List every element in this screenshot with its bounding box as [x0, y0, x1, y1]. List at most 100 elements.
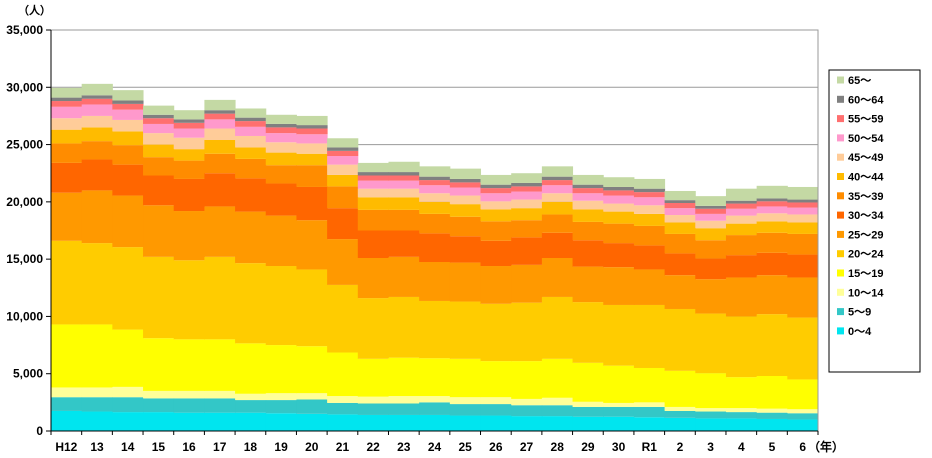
bar-segment [173, 119, 205, 123]
bar-segment [725, 208, 758, 216]
bar-segment [296, 269, 328, 347]
bar-segment [388, 296, 420, 358]
bar-segment [725, 255, 758, 278]
bar-segment [51, 97, 83, 102]
bar-segment [541, 176, 574, 181]
bar-segment [143, 157, 175, 176]
bar-segment [633, 402, 666, 407]
bar-segment [388, 180, 420, 189]
bar-segment [204, 139, 236, 154]
bar-segment [81, 190, 113, 244]
bar-segment [112, 329, 144, 387]
bar-segment [296, 399, 328, 414]
bar-segment [81, 324, 113, 388]
bar-segment [603, 186, 635, 191]
bar-segment [173, 160, 205, 179]
bar-segment [572, 302, 604, 363]
bar-segment [51, 162, 83, 193]
x-unit-label: （年） [808, 439, 844, 454]
x-tick-label: 21 [336, 440, 350, 454]
bar-segment [204, 173, 236, 207]
bar-segment [664, 410, 696, 418]
bar-segment [572, 240, 604, 267]
legend-label: 65～ [848, 75, 871, 87]
bar-segment [787, 186, 819, 200]
bar-segment [235, 135, 267, 148]
bar-segment [511, 237, 543, 265]
bar-segment [296, 220, 328, 270]
bar-segment [449, 404, 482, 416]
bar-segment [633, 417, 666, 431]
bar-segment [572, 401, 604, 407]
bar-segment [143, 114, 175, 119]
bar-segment [633, 304, 666, 368]
bar-segment [81, 95, 113, 99]
x-tick-label: H12 [55, 440, 77, 454]
bar-segment [51, 143, 83, 163]
bar-segment [143, 390, 175, 399]
bar-segment [265, 400, 297, 414]
legend-label: 35～39 [848, 191, 883, 203]
bar-segment [204, 398, 236, 413]
bar-segment [511, 264, 543, 303]
bar-segment [756, 376, 788, 409]
bar-segment [664, 308, 696, 371]
bar-segment [725, 412, 758, 419]
bar-segment [756, 198, 788, 202]
bar-segment [756, 418, 788, 431]
bar-segment [787, 222, 819, 234]
bar-segment [81, 411, 113, 431]
bar-segment [143, 105, 175, 115]
bar-segment [603, 267, 635, 305]
legend-box [828, 69, 921, 373]
bar-segment [756, 252, 788, 276]
bar-segment [664, 190, 696, 201]
bar-segment [143, 123, 175, 134]
bar-segment [541, 193, 574, 202]
bar-segment [143, 205, 175, 257]
bar-segment [787, 199, 819, 203]
legend-swatch [837, 269, 844, 277]
bar-segment [695, 228, 727, 241]
bar-segment [695, 408, 727, 412]
bar-segment [327, 402, 359, 415]
bar-segment [419, 180, 451, 186]
bar-segment [235, 263, 267, 344]
bar-segment [112, 109, 144, 120]
bar-segment [756, 408, 788, 413]
bar-segment [296, 186, 328, 221]
bar-stack [419, 166, 451, 431]
bar-stack [81, 83, 113, 431]
x-tick-label: 27 [520, 440, 534, 454]
bar-segment [173, 149, 205, 161]
bar-segment [235, 126, 267, 136]
bar-segment [81, 159, 113, 191]
bar-segment [173, 137, 205, 150]
bar-segment [143, 118, 175, 124]
bar-segment [511, 173, 543, 183]
legend-label: 60～64 [848, 94, 884, 106]
bar-segment [541, 296, 574, 359]
bar-segment [327, 396, 359, 403]
bar-segment [235, 211, 267, 264]
bar-segment [756, 412, 788, 419]
bar-segment [725, 200, 758, 204]
bar-segment [143, 144, 175, 158]
bar-segment [449, 262, 482, 302]
bar-segment [235, 178, 267, 212]
bar-segment [511, 199, 543, 209]
bar-segment [265, 345, 297, 394]
bar-segment [388, 230, 420, 257]
bar-segment [204, 110, 236, 114]
bar-segment [725, 203, 758, 209]
bar-segment [787, 254, 819, 278]
bar-segment [173, 412, 205, 431]
bar-stack [725, 188, 758, 431]
bar-segment [81, 127, 113, 142]
bar-segment [112, 164, 144, 196]
x-tick-label: 18 [244, 440, 258, 454]
bar-segment [480, 184, 512, 189]
bar-segment [449, 168, 482, 179]
bars [51, 83, 819, 431]
bar-segment [480, 240, 512, 267]
